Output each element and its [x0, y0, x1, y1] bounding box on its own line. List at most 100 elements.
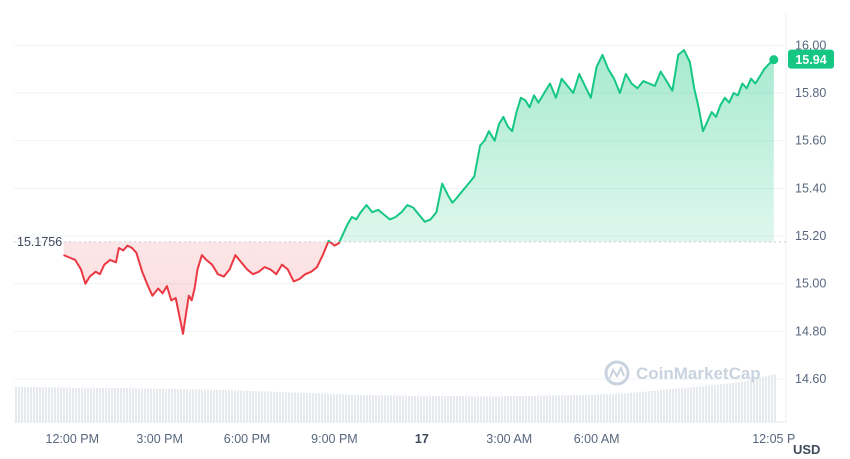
volume-bar	[429, 395, 431, 422]
current-price-dot	[769, 55, 779, 65]
price-line[interactable]	[63, 49, 775, 335]
volume-bar	[558, 395, 560, 422]
volume-bar	[255, 391, 257, 422]
volume-bar	[27, 386, 29, 422]
volume-bar	[405, 395, 407, 422]
price-area	[63, 50, 774, 334]
volume-bar	[621, 393, 623, 422]
volume-bar	[693, 387, 695, 422]
volume-bar	[633, 392, 635, 422]
volume-bar	[237, 390, 239, 422]
volume-bar	[483, 396, 485, 422]
x-tick-label: 3:00 AM	[486, 432, 532, 446]
volume-bar	[627, 393, 629, 422]
volume-bar	[84, 387, 86, 422]
volume-bar	[669, 389, 671, 422]
volume-bar	[42, 387, 44, 422]
volume-bar	[630, 392, 632, 422]
volume-bar	[414, 395, 416, 422]
volume-bar	[537, 395, 539, 422]
volume-bar	[591, 394, 593, 422]
watermark-text: CoinMarketCap	[636, 364, 761, 383]
volume-bar	[72, 387, 74, 422]
volume-bar	[303, 392, 305, 422]
volume-bar	[63, 387, 65, 422]
volume-bar	[756, 378, 758, 422]
volume-bar	[615, 393, 617, 422]
volume-bar	[375, 395, 377, 422]
volume-bar	[126, 388, 128, 422]
volume-bar	[174, 389, 176, 422]
volume-bar	[645, 391, 647, 422]
volume-bar	[249, 390, 251, 422]
volume-bar	[114, 387, 116, 422]
volume-bar	[156, 388, 158, 422]
volume-bar	[606, 394, 608, 422]
volume-bar	[123, 388, 125, 422]
volume-bar	[585, 394, 587, 422]
coinmarketcap-watermark: CoinMarketCap	[604, 360, 761, 386]
volume-bar	[453, 396, 455, 422]
volume-bar	[456, 396, 458, 422]
volume-bars	[15, 374, 776, 422]
volume-bar	[330, 393, 332, 422]
price-line-down[interactable]	[63, 50, 774, 335]
volume-bar	[561, 395, 563, 422]
volume-bar	[102, 387, 104, 422]
volume-bar	[441, 395, 443, 422]
volume-bar	[681, 388, 683, 422]
volume-bar	[285, 392, 287, 422]
volume-bar	[120, 388, 122, 422]
volume-bar	[195, 389, 197, 422]
volume-bar	[324, 393, 326, 422]
volume-bar	[504, 396, 506, 422]
volume-bar	[663, 389, 665, 422]
volume-bar	[495, 396, 497, 422]
price-line-up[interactable]	[64, 49, 775, 334]
volume-bar	[279, 392, 281, 422]
volume-bar	[417, 395, 419, 422]
volume-bar	[492, 396, 494, 422]
volume-bar	[513, 396, 515, 422]
volume-bar	[582, 394, 584, 422]
reference-price-label: 15.1756	[17, 235, 62, 249]
volume-bar	[45, 387, 47, 422]
volume-bar	[438, 395, 440, 422]
volume-bar	[141, 388, 143, 422]
volume-bar	[336, 394, 338, 422]
volume-bar	[282, 392, 284, 422]
volume-bar	[96, 387, 98, 422]
volume-bar	[294, 392, 296, 422]
volume-bar	[675, 388, 677, 422]
volume-bar	[468, 396, 470, 422]
volume-bar	[51, 387, 53, 422]
volume-bar	[642, 391, 644, 422]
volume-bar	[138, 388, 140, 422]
volume-bar	[762, 376, 764, 422]
volume-bar	[654, 390, 656, 422]
volume-bar	[528, 395, 530, 422]
volume-bar	[339, 394, 341, 422]
volume-bar	[432, 395, 434, 422]
volume-bar	[519, 396, 521, 422]
volume-bar	[168, 388, 170, 422]
volume-bar	[474, 396, 476, 422]
volume-bar	[309, 393, 311, 422]
volume-bar	[357, 394, 359, 422]
volume-bar	[264, 391, 266, 422]
currency-label: USD	[793, 442, 820, 457]
volume-bar	[576, 394, 578, 422]
volume-bar	[684, 387, 686, 422]
volume-bar	[390, 395, 392, 422]
volume-bar	[411, 395, 413, 422]
volume-bar	[396, 395, 398, 422]
volume-bar	[447, 395, 449, 422]
volume-bar	[69, 387, 71, 422]
volume-bar	[711, 385, 713, 422]
volume-bar	[510, 396, 512, 422]
volume-bar	[132, 388, 134, 422]
volume-bar	[372, 395, 374, 422]
volume-bar	[708, 385, 710, 422]
